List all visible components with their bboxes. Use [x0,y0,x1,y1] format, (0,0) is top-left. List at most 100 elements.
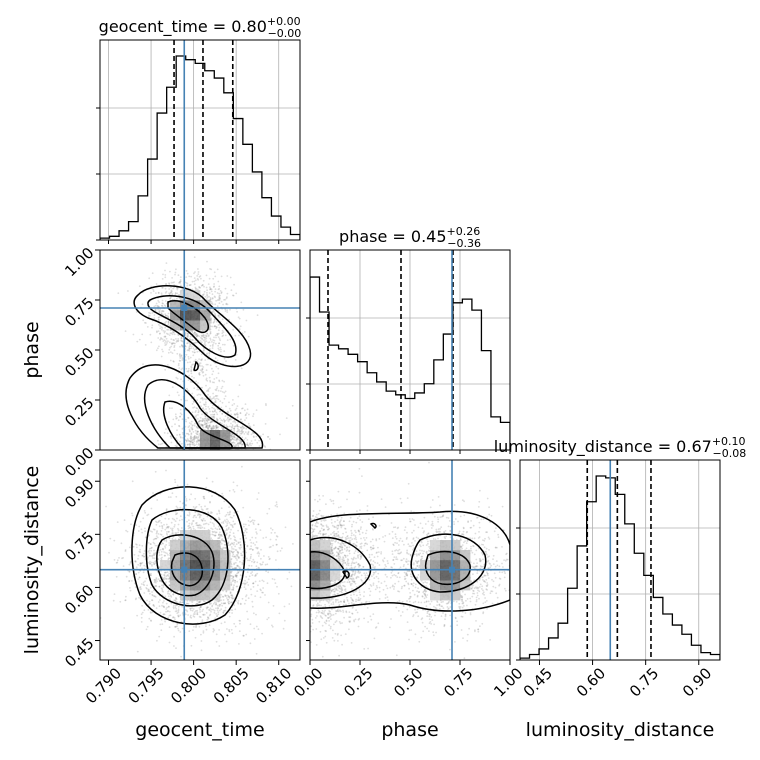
sample-point [230,418,233,421]
sample-point [214,398,217,400]
sample-point [158,305,160,308]
sample-point [205,522,208,525]
sample-point [288,571,291,574]
sample-point [255,613,257,616]
sample-point [139,586,141,589]
sample-point [224,595,227,597]
sample-point [194,271,196,273]
sample-point [184,445,187,448]
sample-point [259,529,262,531]
sample-point [212,608,215,611]
sample-point [212,410,215,413]
sample-point [191,425,194,427]
sample-point [244,523,247,526]
sample-point [147,550,150,553]
sample-point [161,304,163,307]
sample-point [230,546,233,548]
sample-point [260,589,262,592]
sample-point [235,540,238,542]
sample-point [169,435,172,438]
sample-point [128,580,131,583]
sample-point [197,439,200,441]
sample-point [192,400,195,402]
sample-point [195,333,198,335]
sample-point [257,584,259,587]
sample-point [200,397,202,400]
sample-point [168,544,171,547]
sample-point [232,587,235,590]
sample-point [202,374,205,377]
sample-point [233,523,236,526]
sample-point [166,610,169,613]
sample-point [218,299,221,301]
sample-point [165,571,168,574]
sample-point [231,594,234,597]
sample-point [179,284,182,287]
sample-point [233,435,236,438]
sample-point [213,413,216,416]
sample-point [179,280,182,283]
sample-point [217,309,220,312]
sample-point [191,443,194,446]
sample-point [203,343,206,346]
sample-point [254,580,257,583]
sample-point [173,331,175,334]
sample-point [264,423,267,425]
sample-point [133,553,136,556]
sample-point [167,526,170,529]
sample-point [141,303,144,306]
sample-point [212,343,214,346]
sample-point [198,513,201,516]
sample-point [272,605,275,607]
sample-point [209,421,212,424]
sample-point [205,274,208,277]
scatter-inner-0-1 [100,250,300,450]
sample-point [226,598,229,601]
sample-point [179,631,182,633]
sample-point [233,428,236,430]
sample-point [193,331,196,334]
sample-point [218,528,221,531]
sample-point [209,268,211,270]
sample-point [206,289,209,292]
sample-point [210,319,213,322]
sample-point [147,588,150,591]
sample-point [170,289,173,292]
sample-point [176,339,178,342]
sample-point [250,565,253,567]
sample-point [207,418,210,421]
sample-point [167,340,169,343]
sample-point [210,318,212,320]
sample-point [204,405,207,408]
sample-point [266,563,269,566]
sample-point [206,424,208,427]
sample-point [261,579,264,582]
sample-point [207,418,210,421]
sample-point [274,504,277,507]
sample-point [149,555,151,557]
sample-point [214,296,217,299]
sample-point [188,345,191,348]
sample-point [209,424,211,426]
sample-point [175,338,177,340]
sample-point [200,277,202,280]
sample-point [172,533,175,535]
sample-point [215,336,217,339]
sample-point [177,362,180,365]
sample-point [237,542,240,544]
scatter-inner-0-2 [100,460,300,660]
sample-point [192,424,194,426]
sample-point [263,555,265,557]
sample-point [271,578,274,580]
sample-point [207,422,209,424]
sample-point [153,314,156,316]
sample-point [185,609,188,612]
sample-point [173,281,176,284]
sample-point [160,292,163,295]
sample-point [192,441,194,444]
sample-point [172,342,175,345]
sample-point [228,595,231,598]
sample-point [175,532,178,534]
sample-point [156,499,159,501]
sample-point [230,435,233,437]
